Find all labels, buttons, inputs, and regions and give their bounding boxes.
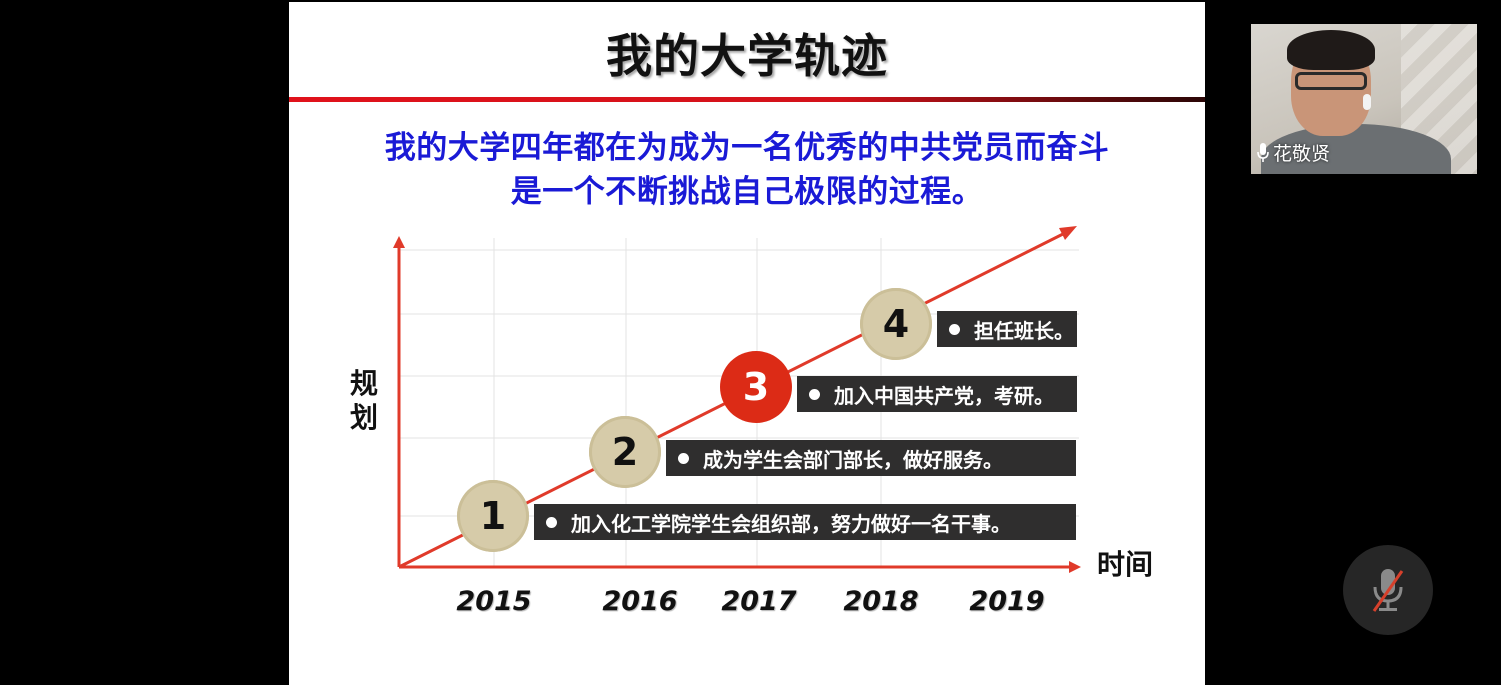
milestone-circle-3: 3 (720, 351, 792, 423)
milestone-text: 担任班长。 (974, 318, 1074, 343)
x-tick-label: 2018 (843, 586, 919, 617)
milestone-label-2: 成为学生会部门部长，做好服务。 (666, 440, 1076, 476)
milestone-circle-1: 1 (457, 480, 529, 552)
participant-name: 花敬贤 (1273, 143, 1331, 165)
x-tick-label: 2017 (721, 586, 797, 617)
milestone-circle-2: 2 (589, 416, 661, 488)
x-axis-arrow (1069, 561, 1081, 573)
milestone-text: 成为学生会部门部长，做好服务。 (703, 447, 1003, 472)
milestone-label-4: 担任班长。 (937, 311, 1077, 347)
presentation-slide: 我的大学轨迹 我的大学四年都在为成为一名优秀的中共党员而奋斗 是一个不断挑战自己… (289, 2, 1205, 685)
title-divider (289, 97, 1205, 102)
participant-body (1261, 124, 1451, 174)
slide-subtitle-line2: 是一个不断挑战自己极限的过程。 (510, 174, 984, 210)
y-axis-arrow (393, 236, 405, 248)
trend-arrow (1059, 226, 1077, 240)
mute-button[interactable] (1343, 545, 1433, 635)
milestone-circle-4: 4 (860, 288, 932, 360)
x-tick-label: 2015 (456, 586, 532, 617)
bullet-icon (546, 516, 557, 528)
participant-name-tag: 花敬贤 (1257, 139, 1330, 166)
bullet-icon (809, 388, 820, 400)
participant-video-tile[interactable]: 花敬贤 (1251, 24, 1477, 174)
milestone-text: 加入中国共产党，考研。 (834, 383, 1054, 408)
milestone-text: 加入化工学院学生会组织部，努力做好一名干事。 (571, 511, 1011, 536)
milestone-label-1: 加入化工学院学生会组织部，努力做好一名干事。 (534, 504, 1076, 540)
slide-title: 我的大学轨迹 (606, 29, 888, 83)
milestone-label-3: 加入中国共产党，考研。 (797, 376, 1077, 412)
x-tick-label: 2016 (602, 586, 678, 617)
bullet-icon (949, 323, 960, 335)
chart-y-axis-label: 规划 (349, 367, 378, 434)
chart-x-axis-label: 时间 (1097, 548, 1154, 581)
bullet-icon (678, 452, 689, 464)
microphone-muted-icon (1372, 569, 1404, 612)
slide-subtitle-line1: 我的大学四年都在为成为一名优秀的中共党员而奋斗 (384, 130, 1110, 166)
microphone-icon (1257, 142, 1269, 162)
x-tick-label: 2019 (969, 586, 1045, 617)
